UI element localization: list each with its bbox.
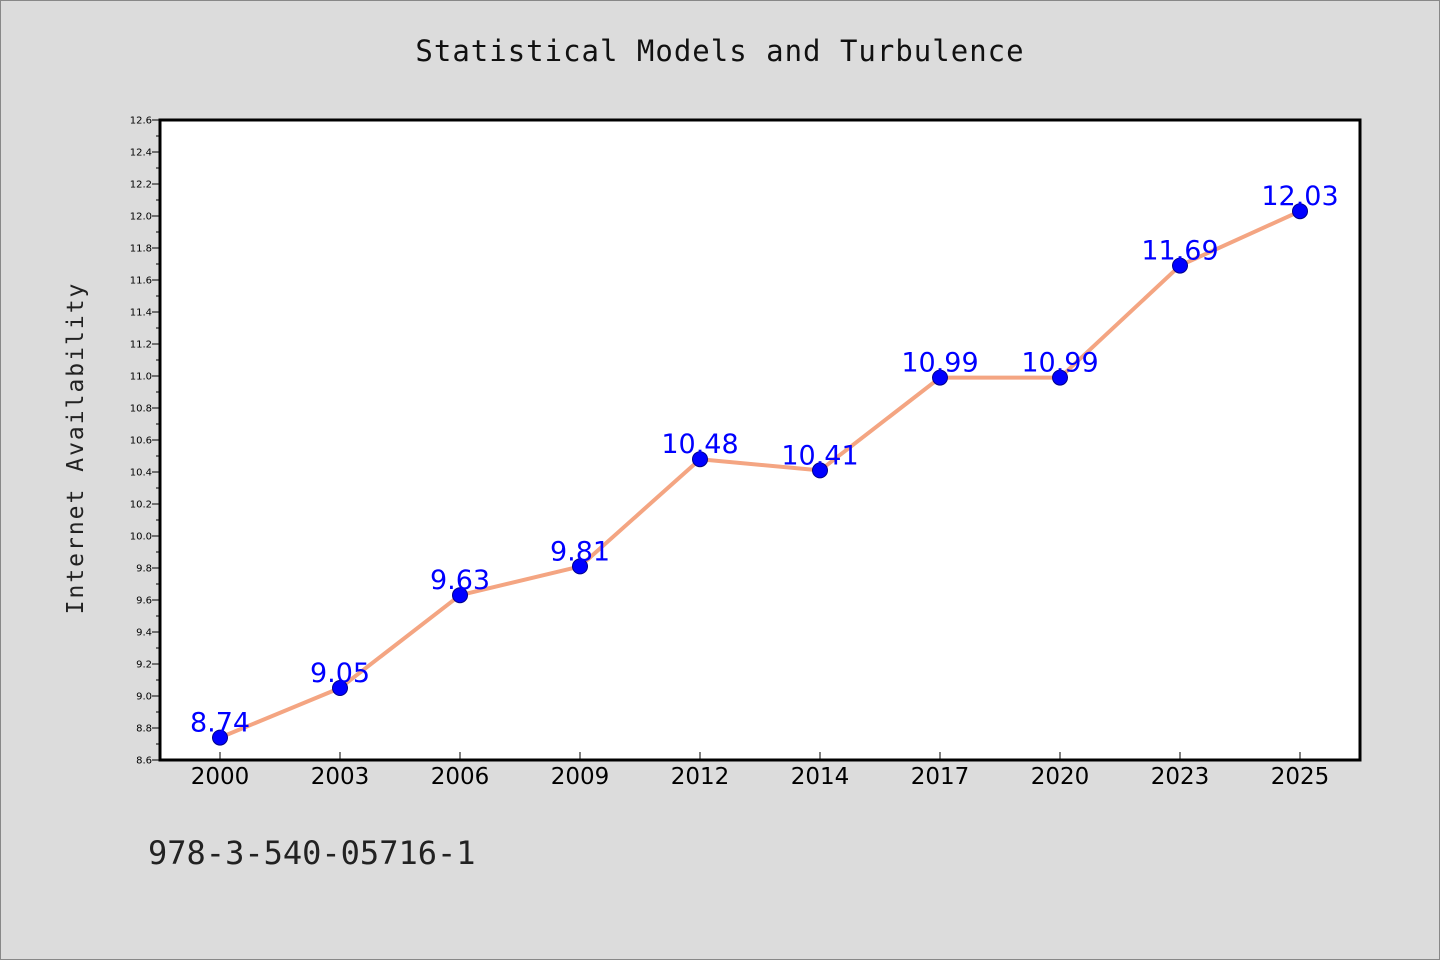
data-label: 11.69 [1141,236,1218,267]
data-label: 10.99 [1021,348,1098,379]
data-point [572,558,588,575]
y-tick-label: 10.8 [130,404,152,415]
data-point [1052,369,1068,386]
y-tick-label: 11.0 [130,372,152,383]
y-tick-label: 11.2 [130,340,152,351]
x-tick-label: 2023 [1151,764,1210,790]
y-tick-label: 11.6 [130,276,152,287]
y-tick-label: 12.2 [130,180,152,191]
y-tick-label: 9.2 [136,660,152,671]
data-point [1172,257,1188,274]
data-label: 10.48 [661,429,738,460]
data-point [1292,203,1308,220]
y-tick-label: 8.6 [136,756,152,767]
y-axis: 8.6 8.8 9.0 9.2 9.4 9.6 9.8 10.0 10.2 10.4 10.6 10.… [130,116,160,767]
y-tick-label: 10.6 [130,436,152,447]
x-tick-label: 2000 [191,764,250,790]
y-tick-label: 9.4 [136,628,152,639]
x-axis: 2000 2003 2006 2009 2012 2014 2017 2020 2023 2025 [191,752,1330,790]
series-line-group: 8.74 9.05 9.63 9.81 10.48 10.41 10.99 10.99 11.6… [190,181,1339,746]
data-point [212,729,228,746]
x-tick-label: 2012 [671,764,730,790]
data-point [332,680,348,696]
data-label: 8.74 [190,708,250,739]
data-point [812,462,828,479]
data-point [932,369,948,386]
x-tick-label: 2009 [551,764,610,790]
y-tick-label: 11.8 [130,244,152,255]
y-tick-label: 11.4 [130,308,152,319]
x-tick-label: 2017 [911,764,970,790]
data-label: 10.41 [781,440,858,471]
data-label: 10.99 [901,348,978,379]
footer-code: 978-3-540-05716-1 [148,834,476,872]
x-tick-label: 2006 [431,764,490,790]
data-label: 9.63 [430,565,490,596]
y-tick-label: 12.6 [130,116,152,127]
plot-border [158,118,1362,762]
series-line [218,209,1302,740]
x-tick-label: 2003 [311,764,370,790]
y-tick-label: 9.6 [136,596,152,607]
y-tick-label: 12.4 [130,148,152,159]
y-tick-label: 9.8 [136,564,152,575]
plot-area [160,120,1360,760]
y-tick-label: 9.0 [136,692,152,703]
y-tick-label: 10.4 [130,468,152,479]
x-tick-label: 2025 [1271,764,1330,790]
x-tick-label: 2020 [1031,764,1090,790]
data-label: 12.03 [1261,181,1338,212]
x-tick-label: 2014 [791,764,850,790]
y-tick-label: 10.0 [130,532,152,543]
data-label: 9.81 [550,536,610,567]
y-tick-label: 8.8 [136,724,152,735]
data-label: 9.05 [310,658,370,689]
data-point [452,587,468,604]
chart-title: Statistical Models and Turbulence [415,34,1025,68]
y-tick-label: 12.0 [130,212,152,223]
data-point [692,451,708,468]
y-tick-label: 10.2 [130,500,152,511]
